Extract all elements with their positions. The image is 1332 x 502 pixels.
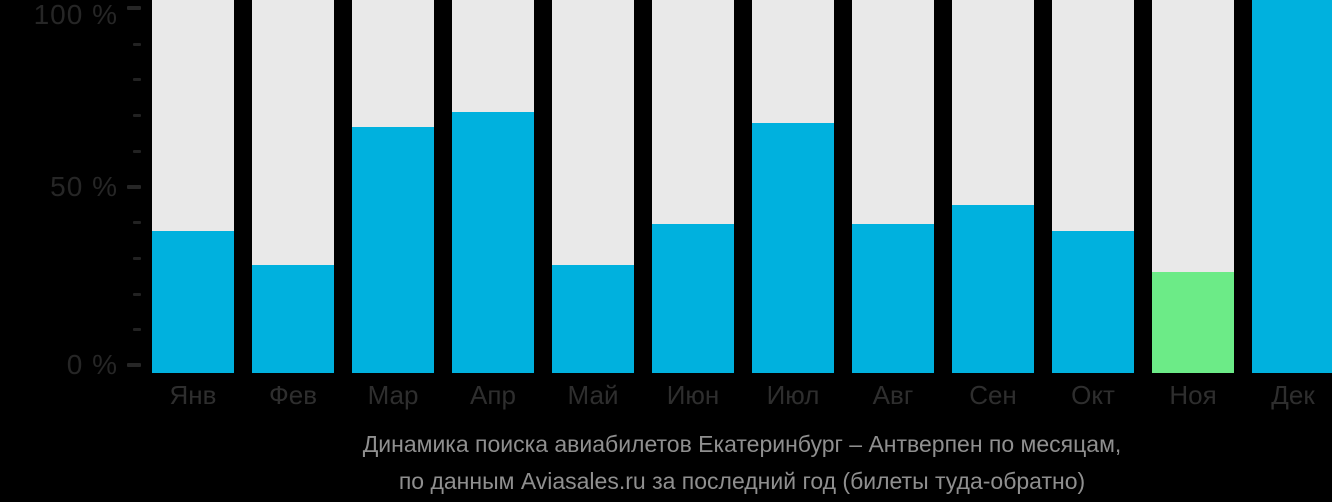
bar-track — [152, 0, 234, 373]
x-axis-label: Янв — [169, 380, 217, 410]
x-axis-label: Авг — [872, 380, 914, 410]
bar-fill — [1052, 231, 1134, 373]
chart-caption: Динамика поиска авиабилетов Екатеринбург… — [152, 426, 1332, 500]
bar-fill — [652, 223, 734, 373]
y-axis-minor-tick — [133, 293, 141, 296]
bar-column — [652, 0, 734, 373]
y-axis-label: 50 % — [50, 171, 118, 202]
x-axis-label: Июл — [766, 380, 820, 410]
x-axis-label: Окт — [1071, 380, 1115, 410]
x-axis-label: Июн — [666, 380, 720, 410]
y-axis-minor-tick — [133, 150, 141, 153]
bar-fill — [1252, 0, 1332, 373]
x-axis-label: Ноя — [1169, 380, 1217, 410]
bar-fill — [352, 126, 434, 373]
y-axis-minor-tick — [133, 221, 141, 224]
x-axis-label: Май — [567, 380, 619, 410]
bar-track — [252, 0, 334, 373]
bar-track — [1252, 0, 1332, 373]
bar-column — [152, 0, 234, 373]
x-axis-label: Мар — [367, 380, 419, 410]
bar-track — [852, 0, 934, 373]
bar-column — [252, 0, 334, 373]
bar-track — [552, 0, 634, 373]
y-axis: 100 % 50 % 0 % — [0, 0, 152, 380]
bar-track — [1152, 0, 1234, 373]
bar-column — [452, 0, 534, 373]
y-axis-minor-tick — [133, 328, 141, 331]
x-axis-label: Фев — [268, 380, 318, 410]
bar-fill — [452, 111, 534, 373]
bar-column — [1152, 0, 1234, 373]
chart-title: Динамика поиска авиабилетов Екатеринбург… — [362, 431, 1122, 457]
bar-track — [652, 0, 734, 373]
y-axis-label: 100 % — [33, 0, 118, 30]
bar-fill — [752, 123, 834, 373]
y-axis-minor-tick — [133, 257, 141, 260]
bar-column — [952, 0, 1034, 373]
plot-area — [152, 0, 1332, 373]
bar-fill — [852, 223, 934, 373]
bar-column — [752, 0, 834, 373]
bar-track — [952, 0, 1034, 373]
y-axis-major-tick — [127, 6, 141, 10]
y-axis-major-tick — [127, 363, 141, 367]
x-axis-label: Апр — [470, 380, 516, 410]
bar-column — [1252, 0, 1332, 373]
bar-track — [352, 0, 434, 373]
y-axis-minor-tick — [133, 114, 141, 117]
bar-fill — [552, 264, 634, 373]
bar-column — [552, 0, 634, 373]
bar-column — [1052, 0, 1134, 373]
bar-track — [452, 0, 534, 373]
bar-fill — [152, 231, 234, 373]
y-axis-minor-tick — [133, 78, 141, 81]
bar-column — [352, 0, 434, 373]
y-axis-minor-tick — [133, 43, 141, 46]
bar-track — [1052, 0, 1134, 373]
chart-subtitle: по данным Aviasales.ru за последний год … — [398, 468, 1086, 494]
bar-fill — [1152, 272, 1234, 373]
bar-column — [852, 0, 934, 373]
y-axis-major-tick — [127, 185, 141, 189]
bar-track — [752, 0, 834, 373]
x-axis: Янв Фев Мар Апр Май Июн Июл Авг Сен Окт Ноя Дек — [152, 377, 1332, 413]
bar-fill — [952, 205, 1034, 373]
x-axis-label: Сен — [969, 380, 1017, 410]
x-axis-label: Дек — [1271, 380, 1315, 410]
y-axis-label: 0 % — [66, 349, 118, 380]
bar-fill — [252, 264, 334, 373]
